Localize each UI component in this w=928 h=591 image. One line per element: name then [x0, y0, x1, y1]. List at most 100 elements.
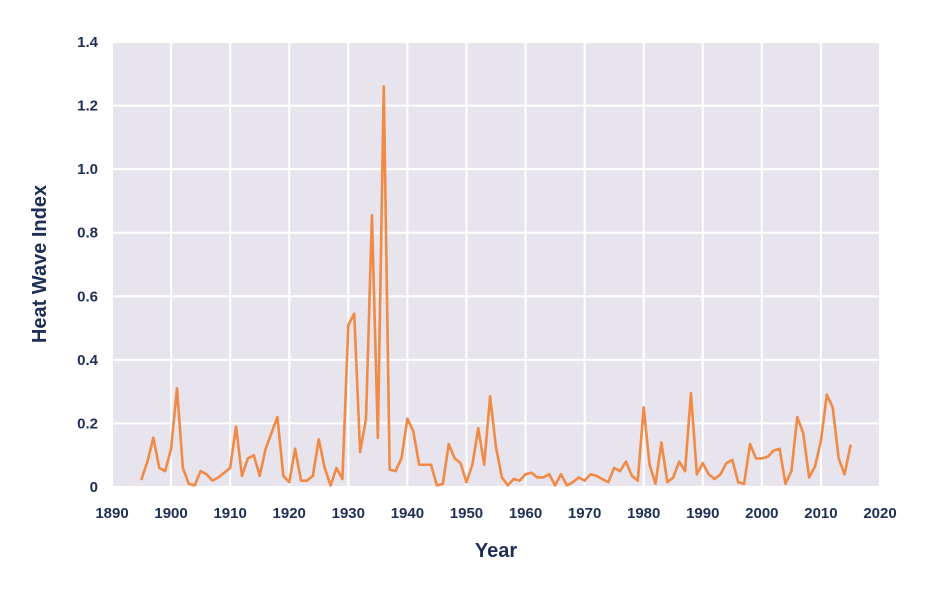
data-point — [228, 466, 232, 470]
x-tick-label: 2010 — [804, 505, 837, 522]
data-point — [187, 482, 190, 486]
data-point — [406, 417, 409, 420]
data-point — [299, 479, 303, 482]
data-point — [677, 460, 681, 463]
data-point — [335, 466, 338, 470]
data-point — [500, 476, 504, 479]
y-axis-ticks: 0 0.2 0.4 0.6 0.8 1.0 1.2 1.4 — [77, 34, 99, 496]
data-point — [270, 431, 273, 435]
data-point — [246, 457, 250, 460]
data-point — [234, 425, 238, 428]
data-point — [689, 392, 693, 395]
data-point — [831, 406, 834, 409]
x-tick-label: 1970 — [568, 505, 601, 522]
y-axis-title: Heat Wave Index — [29, 185, 51, 343]
data-point — [311, 474, 315, 478]
data-point — [323, 466, 326, 470]
data-point — [282, 474, 285, 478]
data-point — [624, 460, 628, 463]
data-point — [163, 469, 167, 473]
y-tick-label: 0.8 — [77, 225, 98, 242]
data-point — [595, 474, 598, 478]
x-tick-label: 1920 — [273, 505, 306, 522]
data-point — [707, 473, 710, 476]
data-point — [701, 461, 704, 465]
data-point — [725, 461, 728, 465]
data-point — [571, 481, 574, 484]
data-point — [518, 479, 521, 482]
data-point — [435, 484, 439, 487]
data-point — [648, 463, 651, 466]
data-point — [423, 463, 427, 466]
data-point — [276, 415, 279, 419]
data-point — [802, 431, 805, 435]
data-point — [754, 457, 758, 460]
data-point — [695, 473, 699, 476]
data-point — [618, 469, 622, 473]
data-point — [524, 473, 527, 476]
data-point — [341, 477, 344, 481]
y-tick-label: 1.4 — [77, 34, 99, 51]
data-point — [512, 477, 515, 481]
data-point — [382, 85, 385, 88]
data-point — [601, 477, 604, 481]
data-point — [819, 439, 823, 443]
data-points — [140, 85, 852, 487]
data-point — [683, 469, 687, 473]
data-point — [400, 457, 403, 460]
data-point — [429, 463, 433, 466]
data-point — [583, 479, 586, 482]
data-point — [388, 468, 391, 471]
data-point — [317, 438, 320, 441]
data-point — [654, 482, 657, 486]
data-point — [288, 481, 291, 484]
data-point — [264, 447, 267, 451]
data-point — [412, 430, 415, 433]
x-tick-label: 1980 — [627, 505, 660, 522]
x-tick-label: 1900 — [154, 505, 187, 522]
x-tick-label: 1910 — [213, 505, 246, 522]
data-point — [488, 395, 492, 398]
data-point — [731, 458, 734, 462]
data-point — [577, 476, 580, 479]
data-point — [347, 323, 350, 327]
data-point — [672, 476, 675, 479]
data-point — [547, 473, 551, 476]
x-tick-label: 1960 — [509, 505, 542, 522]
data-point — [713, 477, 716, 481]
data-point — [240, 474, 244, 478]
data-point — [353, 312, 356, 315]
data-point — [364, 417, 368, 420]
data-point — [293, 447, 297, 451]
y-tick-label: 1.2 — [77, 98, 98, 115]
y-tick-label: 0 — [90, 479, 98, 496]
y-tick-label: 0.2 — [77, 415, 98, 432]
data-point — [181, 466, 185, 470]
data-point — [146, 460, 149, 463]
data-point — [565, 484, 569, 487]
data-point — [748, 442, 752, 446]
data-point — [849, 444, 852, 447]
data-point — [418, 463, 421, 466]
data-point — [796, 415, 799, 419]
data-point — [358, 450, 362, 454]
data-point — [152, 436, 155, 439]
data-point — [258, 474, 261, 478]
data-point — [459, 461, 462, 465]
data-point — [630, 474, 634, 478]
data-point — [175, 387, 179, 390]
data-point — [719, 473, 722, 476]
data-point — [211, 479, 214, 482]
data-point — [825, 393, 829, 397]
data-point — [223, 471, 226, 474]
plot-area — [112, 42, 880, 487]
data-point — [441, 482, 445, 486]
data-point — [642, 406, 645, 409]
data-point — [536, 476, 539, 479]
x-tick-label: 2000 — [745, 505, 778, 522]
data-point — [843, 473, 846, 476]
data-point — [193, 484, 196, 487]
data-point — [760, 457, 764, 460]
y-tick-label: 0.6 — [77, 288, 98, 305]
data-point — [778, 447, 781, 451]
